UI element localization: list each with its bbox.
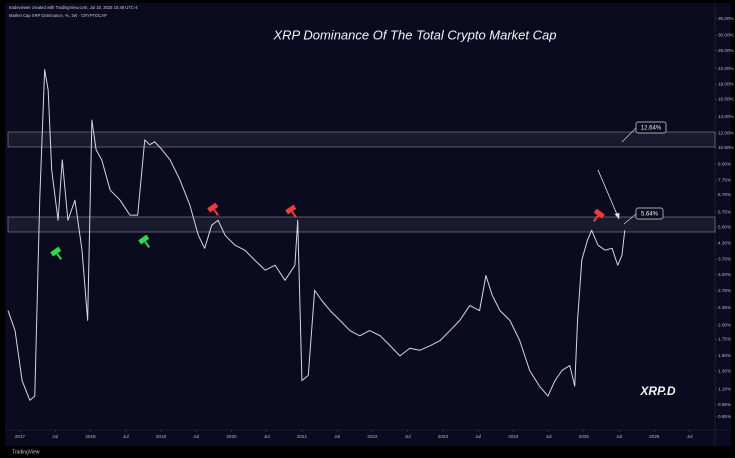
y-tick-label: 16.50%	[718, 97, 734, 102]
x-tick-label: Jul	[334, 434, 340, 439]
arrow	[597, 169, 620, 220]
x-tick-label: 2026	[649, 434, 660, 439]
support-zone	[7, 216, 716, 233]
callout-box	[635, 121, 667, 134]
callout-label: 5.64%	[641, 212, 659, 218]
y-tick-label: 0.95%	[718, 402, 731, 407]
credit: tradeviewer created with TradingView.com…	[9, 5, 138, 10]
y-tick-label: 10.50%	[718, 145, 734, 150]
y-tick-label: 3.70%	[718, 257, 731, 262]
x-tick-label: 2020	[226, 434, 237, 439]
x-tick-label: Jul	[123, 434, 129, 439]
y-tick-label: 12.00%	[718, 131, 734, 136]
y-tick-label: 19.00%	[718, 82, 734, 87]
arrow-head	[614, 213, 620, 219]
x-tick-label: Jul	[616, 434, 622, 439]
x-tick-label: 2019	[156, 434, 167, 439]
y-tick-label: 3.20%	[718, 272, 731, 277]
x-tick-label: 2024	[508, 434, 519, 439]
x-tick-label: Jul	[52, 434, 58, 439]
y-tick-label: 35.00%	[718, 16, 734, 21]
x-tick-label: 2023	[438, 434, 449, 439]
y-tick-label: 14.00%	[718, 114, 734, 119]
x-tick-label: 2025	[579, 434, 590, 439]
callout-line	[621, 127, 637, 143]
callout-box	[635, 207, 664, 220]
y-tick-label: 2.00%	[718, 322, 731, 327]
y-tick-label: 30.00%	[718, 33, 734, 38]
dominance-line	[7, 69, 626, 401]
y-tick-label: 5.75%	[718, 209, 731, 214]
x-tick-label: 2022	[367, 434, 378, 439]
resistance-zone	[7, 131, 716, 148]
y-tick-label: 2.35%	[718, 305, 731, 310]
red-hammers	[207, 202, 605, 222]
x-tick-label: 2017	[15, 434, 26, 439]
x-tick-label: Jul	[405, 434, 411, 439]
x-tick-label: Jul	[264, 434, 270, 439]
y-tick-label: 1.75%	[718, 337, 731, 342]
y-tick-label: 2.75%	[718, 288, 731, 293]
y-tick-label: 7.75%	[718, 177, 731, 182]
x-tick-label: 2018	[85, 434, 96, 439]
chart-title: XRP Dominance Of The Total Crypto Market…	[273, 27, 557, 42]
symbol-watermark: XRP.D	[639, 384, 675, 398]
x-tick-label: Jul	[193, 434, 199, 439]
y-tick-label: 5.00%	[718, 224, 731, 229]
y-tick-label: 9.00%	[718, 161, 731, 166]
callout-line	[623, 213, 637, 225]
green-hammers	[50, 234, 150, 260]
callout-label: 12.64%	[641, 126, 662, 132]
y-tick-label: 1.30%	[718, 368, 731, 373]
watermark: TradingView	[12, 449, 40, 455]
x-tick-label: Jul	[687, 434, 693, 439]
x-tick-label: 2021	[297, 434, 308, 439]
y-tick-label: 6.75%	[718, 192, 731, 197]
symbol-legend: Market Cap XRP Dominance, %, 1W · CRYPTO…	[9, 13, 107, 18]
y-tick-label: 1.10%	[718, 386, 731, 391]
x-tick-label: Jul	[475, 434, 481, 439]
y-tick-label: 26.00%	[718, 48, 734, 53]
y-tick-label: 4.30%	[718, 240, 731, 245]
y-tick-label: 0.85%	[718, 414, 731, 419]
x-tick-label: Jul	[546, 434, 552, 439]
y-tick-label: 22.00%	[718, 66, 734, 71]
y-tick-label: 1.50%	[718, 353, 731, 358]
